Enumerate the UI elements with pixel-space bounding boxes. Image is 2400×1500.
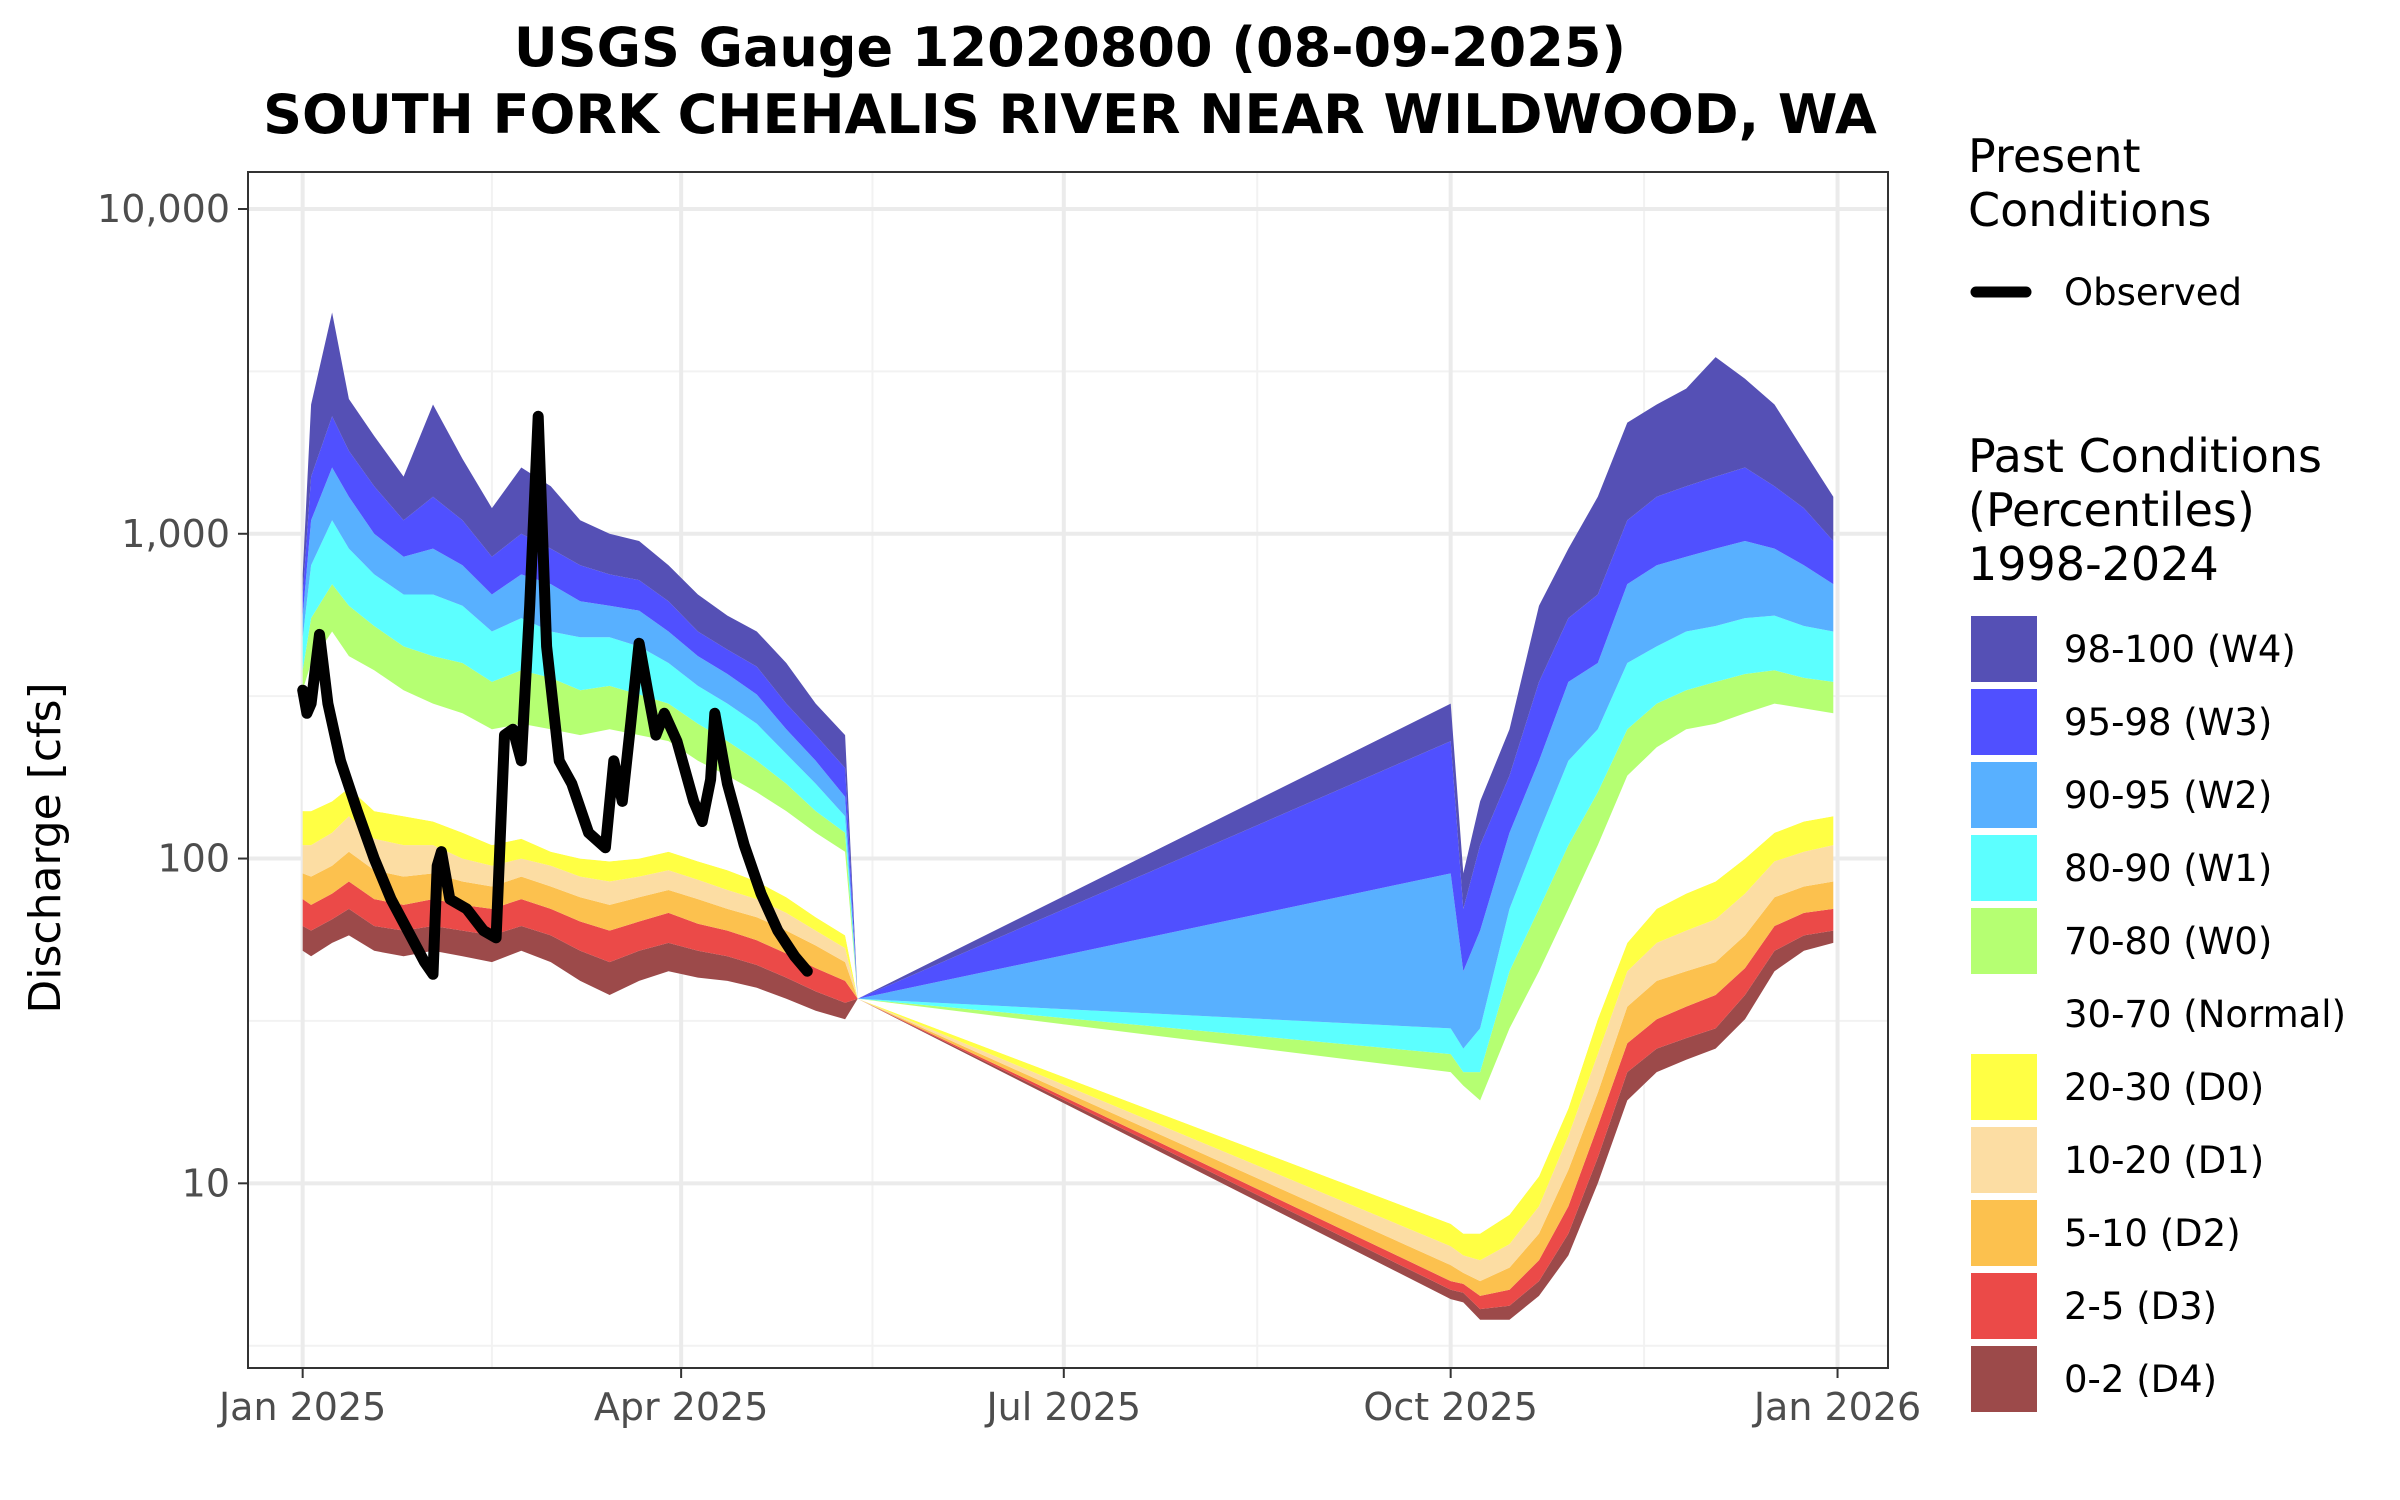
past-legend-title: (Percentiles) bbox=[1968, 483, 2255, 537]
legend-label-5-10-d2: 5-10 (D2) bbox=[2064, 1212, 2241, 1255]
observed-line bbox=[297, 410, 813, 980]
legend-swatch-0-2-d4 bbox=[1971, 1346, 2037, 1412]
percentile-band-95-98-w3 bbox=[302, 416, 1834, 999]
y-axis-title: Discharge [cfs] bbox=[20, 682, 71, 1013]
y-tick-label: 100 bbox=[157, 837, 230, 881]
legend-label-90-95-w2: 90-95 (W2) bbox=[2064, 774, 2272, 817]
legend-label-0-2-d4: 0-2 (D4) bbox=[2064, 1358, 2217, 1401]
legend-swatch-30-70-normal bbox=[1971, 981, 2037, 1047]
legend-swatch-2-5-d3 bbox=[1971, 1273, 2037, 1339]
y-tick-label: 1,000 bbox=[121, 512, 230, 556]
percentile-band-98-100-w4 bbox=[302, 312, 1834, 999]
past-legend-title: Past Conditions bbox=[1968, 429, 2322, 483]
past-legend-title: 1998-2024 bbox=[1968, 537, 2219, 591]
legend-swatch-20-30-d0 bbox=[1971, 1054, 2037, 1120]
percentile-band-20-30-d0 bbox=[302, 787, 1834, 1261]
x-tick-label: Oct 2025 bbox=[1363, 1385, 1538, 1429]
legend-swatch-80-90-w1 bbox=[1971, 835, 2037, 901]
percentile-band-5-10-d2 bbox=[302, 851, 1834, 1296]
y-tick-label: 10,000 bbox=[97, 187, 230, 231]
legend-label-observed: Observed bbox=[2064, 271, 2242, 314]
legend-label-2-5-d3: 2-5 (D3) bbox=[2064, 1285, 2217, 1328]
legend-swatch-98-100-w4 bbox=[1971, 616, 2037, 682]
legend-swatch-90-95-w2 bbox=[1971, 762, 2037, 828]
percentile-band-90-95-w2 bbox=[302, 467, 1834, 1049]
legend-label-98-100-w4: 98-100 (W4) bbox=[2064, 628, 2296, 671]
legend-label-10-20-d1: 10-20 (D1) bbox=[2064, 1139, 2264, 1182]
legend-swatch-10-20-d1 bbox=[1971, 1127, 2037, 1193]
legend-label-95-98-w3: 95-98 (W3) bbox=[2064, 701, 2272, 744]
y-tick-label: 10 bbox=[182, 1161, 230, 1205]
x-tick-label: Apr 2025 bbox=[594, 1385, 769, 1429]
percentile-band-0-2-d4 bbox=[302, 908, 1834, 1320]
legend-label-80-90-w1: 80-90 (W1) bbox=[2064, 847, 2272, 890]
legend-label-30-70-normal: 30-70 (Normal) bbox=[2064, 993, 2346, 1036]
legend-swatch-5-10-d2 bbox=[1971, 1200, 2037, 1266]
plot-area: Jan 2025 Apr 2025 Jul 2025 Oct 2025 Jan 2026… bbox=[97, 171, 1921, 1429]
x-tick-label: Jan 2025 bbox=[217, 1385, 386, 1429]
present-legend-title: Present bbox=[1968, 129, 2141, 183]
x-tick-label: Jan 2026 bbox=[1752, 1385, 1921, 1429]
legend-swatch-95-98-w3 bbox=[1971, 689, 2037, 755]
chart-title-line-1: USGS Gauge 12020800 (08-09-2025) bbox=[514, 16, 1626, 79]
percentile-band-10-20-d1 bbox=[302, 816, 1834, 1282]
chart-title-line-2: SOUTH FORK CHEHALIS RIVER NEAR WILDWOOD,… bbox=[263, 83, 1877, 146]
legend-label-20-30-d0: 20-30 (D0) bbox=[2064, 1066, 2264, 1109]
present-legend-title: Conditions bbox=[1968, 183, 2211, 237]
observed-series bbox=[297, 410, 813, 980]
axes: Jan 2025 Apr 2025 Jul 2025 Oct 2025 Jan 2026… bbox=[97, 187, 1921, 1429]
legend-label-70-80-w0: 70-80 (W0) bbox=[2064, 920, 2272, 963]
legend-swatch-70-80-w0 bbox=[1971, 908, 2037, 974]
x-tick-label: Jul 2025 bbox=[984, 1385, 1141, 1429]
plot-border bbox=[247, 171, 1889, 1369]
percentile-band-2-5-d3 bbox=[302, 881, 1834, 1310]
